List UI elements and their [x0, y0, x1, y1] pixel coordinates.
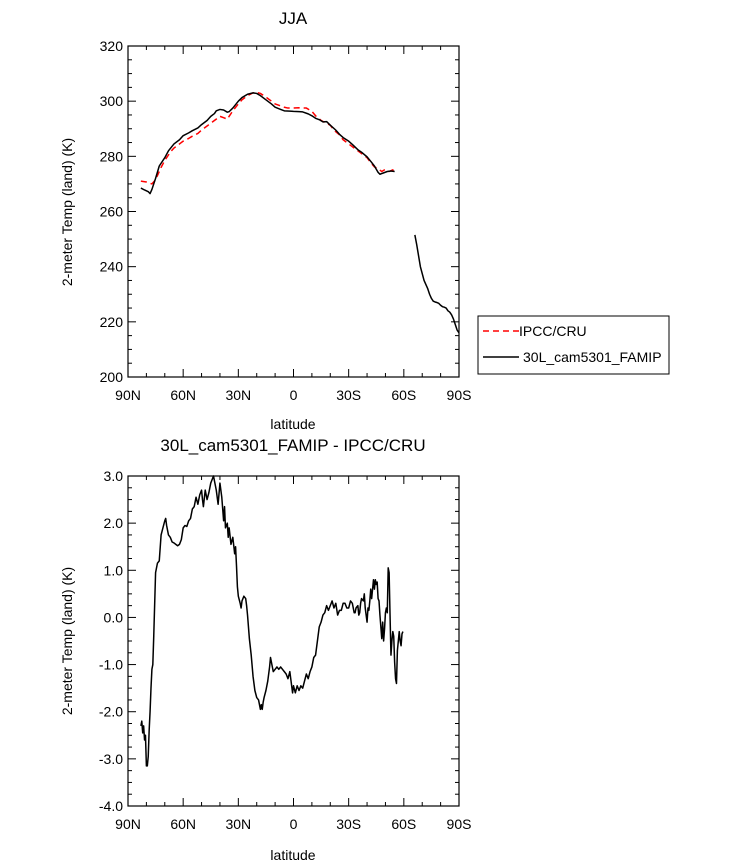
- top-x-tick-label: 60N: [170, 387, 196, 403]
- top-x-tick-label: 30S: [336, 387, 361, 403]
- bottom-y-tick-label: 3.0: [104, 468, 124, 484]
- legend-label-model: 30L_cam5301_FAMIP: [523, 349, 662, 365]
- top-y-tick-label: 240: [100, 259, 124, 275]
- top-y-tick-label: 280: [100, 148, 124, 164]
- bottom-y-tick-label: -4.0: [99, 798, 123, 814]
- bottom-x-tick-label: 90S: [447, 816, 472, 832]
- bottom-y-tick-label: -2.0: [99, 704, 123, 720]
- bottom-plot-lines: [140, 475, 404, 767]
- legend: IPCC/CRU 30L_cam5301_FAMIP: [477, 315, 670, 375]
- top-y-tick-label: 200: [100, 369, 124, 385]
- top-y-tick-label: 260: [100, 204, 124, 220]
- bottom-x-axis-label: latitude: [270, 847, 315, 863]
- top-x-axis-label: latitude: [270, 416, 315, 432]
- top-y-tick-label: 220: [100, 314, 124, 330]
- top-y-axis-label: 2-meter Temp (land) (K): [59, 138, 75, 286]
- top-x-tick-label: 0: [290, 387, 298, 403]
- bottom-x-tick-label: 30S: [336, 816, 361, 832]
- top-series-line-1: [140, 91, 396, 185]
- top-axis-ticks: 90N 60N 30N 0 30S 60S 90S 200 220 240 260 280 300 320: [100, 38, 472, 403]
- bottom-y-tick-label: -3.0: [99, 751, 123, 767]
- bottom-x-tick-label: 60N: [170, 816, 196, 832]
- top-plot-frame: [127, 45, 460, 378]
- bottom-panel: 30L_cam5301_FAMIP - IPCC/CRU 90N 60N 30N 0 3…: [59, 436, 471, 863]
- top-plot-lines: [140, 91, 460, 334]
- top-x-tick-label: 60S: [391, 387, 416, 403]
- bottom-chart-title: 30L_cam5301_FAMIP - IPCC/CRU: [160, 436, 425, 455]
- top-y-tick-label: 320: [100, 38, 124, 54]
- top-series-line-2: [140, 92, 395, 195]
- bottom-x-tick-label: 60S: [391, 816, 416, 832]
- bottom-y-tick-label: -1.0: [99, 657, 123, 673]
- legend-label-ipcc-cru: IPCC/CRU: [519, 323, 587, 339]
- bottom-y-axis-label: 2-meter Temp (land) (K): [59, 567, 75, 715]
- top-series-line-2-segment-2: [414, 234, 460, 334]
- bottom-x-tick-label: 90N: [115, 816, 141, 832]
- top-x-tick-label: 90S: [447, 387, 472, 403]
- bottom-y-tick-label: 1.0: [104, 562, 124, 578]
- top-panel: JJA 90N 60N 30N 0 30S 60S 90S 200 220 240 260 280 30…: [59, 9, 471, 432]
- bottom-y-tick-label: 0.0: [104, 609, 124, 625]
- bottom-axis-ticks: 90N 60N 30N 0 30S 60S 90S -4.0 -3.0 -2.0 -1.0 0.0 1.…: [99, 468, 472, 832]
- bottom-x-tick-label: 0: [290, 816, 298, 832]
- top-x-tick-label: 30N: [225, 387, 251, 403]
- top-chart-title: JJA: [279, 9, 308, 28]
- top-y-tick-label: 300: [100, 93, 124, 109]
- bottom-y-tick-label: 2.0: [104, 515, 124, 531]
- bottom-x-tick-label: 30N: [225, 816, 251, 832]
- legend-box: [477, 315, 670, 375]
- top-x-tick-label: 90N: [115, 387, 141, 403]
- bottom-plot-frame: [127, 475, 460, 807]
- bottom-series-line-1: [140, 475, 404, 767]
